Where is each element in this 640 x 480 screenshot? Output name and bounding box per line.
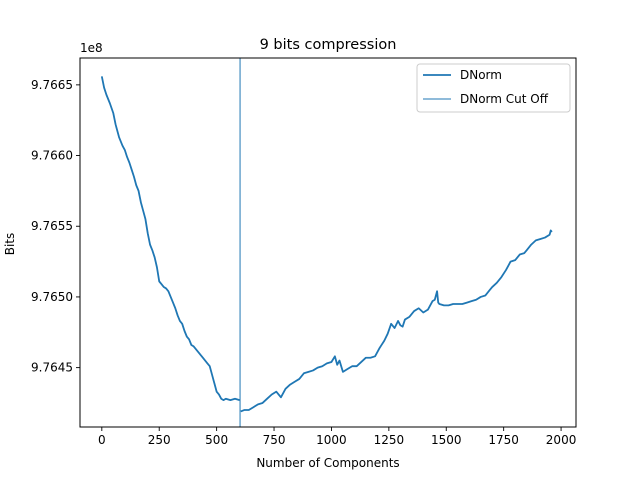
plot-frame: [79, 57, 577, 428]
y-axis-label: Bits: [3, 233, 17, 256]
x-tick-label: 250: [148, 433, 171, 447]
legend-label-cutoff: DNorm Cut Off: [460, 92, 549, 106]
x-tick-label: 2000: [546, 433, 577, 447]
x-tick-label: 1250: [374, 433, 405, 447]
legend-box: [416, 63, 571, 113]
y-tick-label: 9.7655: [31, 219, 73, 233]
y-tick-label: 9.7660: [31, 149, 73, 163]
y-tick-label: 9.7665: [31, 78, 73, 92]
x-tick-label: 0: [98, 433, 106, 447]
x-tick-label: 1750: [488, 433, 519, 447]
legend-label-dnorm: DNorm: [460, 68, 502, 82]
y-tick-label: 9.7650: [31, 290, 73, 304]
x-tick-label: 750: [263, 433, 286, 447]
series-line-2: [240, 229, 553, 413]
x-tick-label: 1500: [431, 433, 462, 447]
chart-title: 9 bits compression: [260, 37, 397, 53]
x-axis-ticks: 0 250 500 750 1000 1250 1500 1750 2000: [98, 427, 576, 447]
plot-lines: [100, 58, 553, 427]
y-tick-label: 9.7645: [31, 361, 73, 375]
x-tick-label: 500: [205, 433, 228, 447]
y-offset-label: 1e8: [80, 41, 103, 55]
series-line-0: [100, 76, 240, 402]
x-axis-label: Number of Components: [256, 456, 399, 470]
x-tick-label: 1000: [316, 433, 347, 447]
legend: DNorm DNorm Cut Off: [416, 63, 571, 113]
y-axis-ticks: 9.7645 9.7650 9.7655 9.7660 9.7665: [31, 78, 80, 375]
